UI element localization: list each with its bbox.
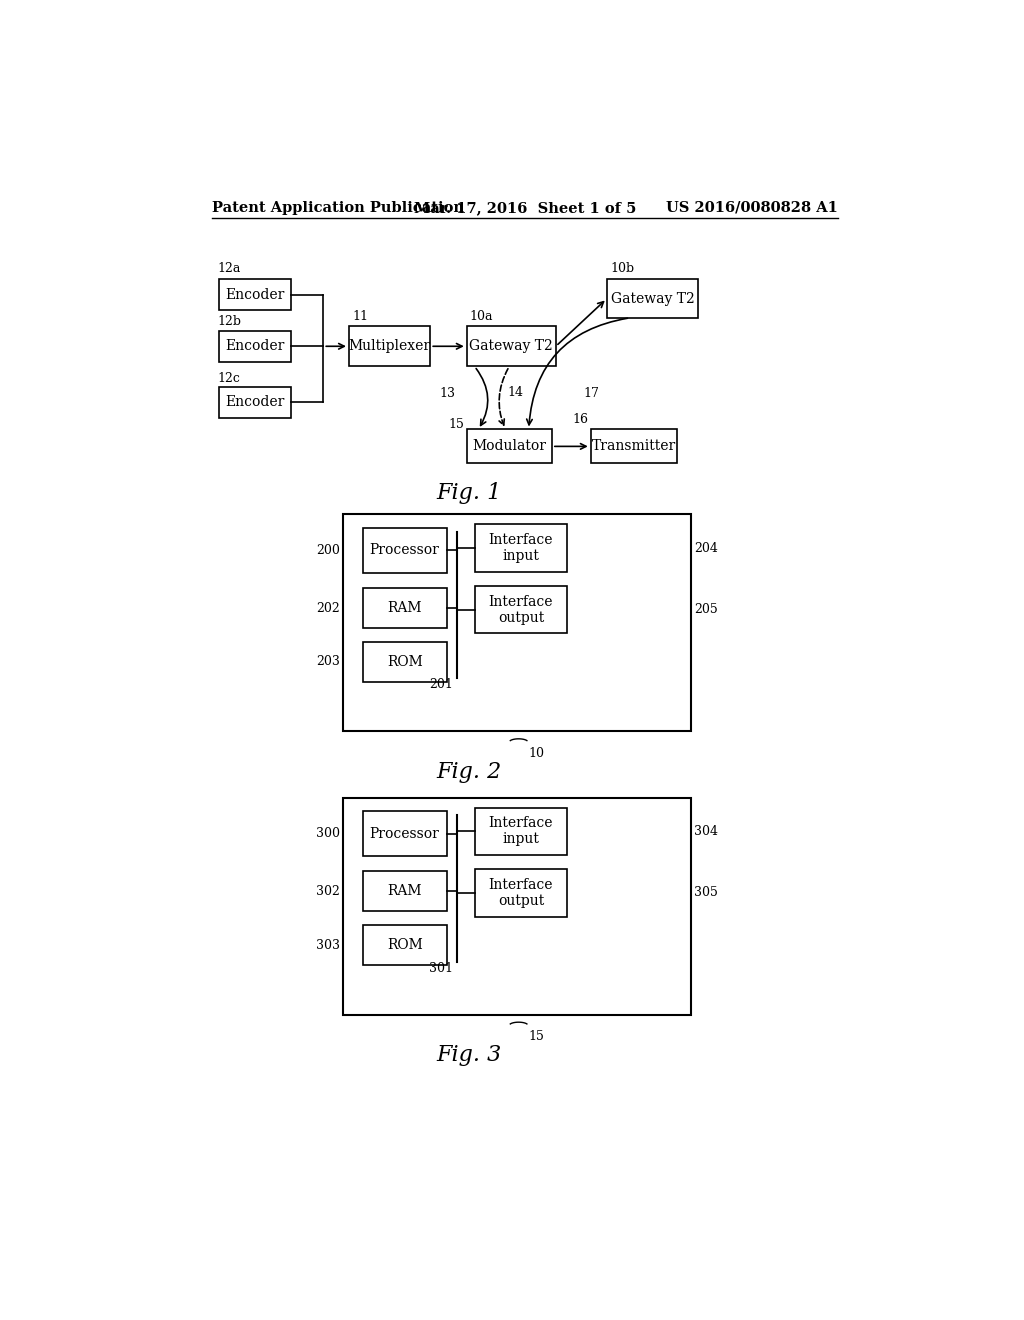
Text: 12a: 12a [218,263,242,276]
Text: 15: 15 [528,1030,545,1043]
Bar [343,515,690,731]
Bar [475,586,566,634]
Bar [362,871,446,911]
Text: 301: 301 [429,961,454,974]
Bar [219,280,291,310]
Bar [475,869,566,917]
Text: Fig. 2: Fig. 2 [436,760,502,783]
Text: Gateway T2: Gateway T2 [610,292,694,305]
Text: 200: 200 [316,544,340,557]
Text: 12c: 12c [218,372,241,384]
Text: 10b: 10b [611,263,635,276]
Text: Interface
output: Interface output [488,594,553,624]
Text: Gateway T2: Gateway T2 [469,339,553,354]
Text: 300: 300 [316,828,340,841]
Bar [475,808,566,855]
Bar [362,925,446,965]
Text: RAM: RAM [387,601,422,615]
Text: Transmitter: Transmitter [592,440,676,453]
Text: Encoder: Encoder [225,396,285,409]
Text: Processor: Processor [370,544,439,557]
Text: 17: 17 [584,387,600,400]
Text: 205: 205 [693,603,718,616]
Text: 13: 13 [439,387,456,400]
Text: 10a: 10a [469,310,493,323]
Text: 16: 16 [572,413,589,426]
Bar [343,797,690,1015]
Text: Interface
input: Interface input [488,816,553,846]
Text: 203: 203 [316,656,340,668]
Text: Modulator: Modulator [472,440,546,453]
Text: 305: 305 [693,887,718,899]
Text: Encoder: Encoder [225,339,285,354]
Text: 304: 304 [693,825,718,838]
Text: 204: 204 [693,541,718,554]
Bar [475,524,566,572]
Bar [362,528,446,573]
Text: RAM: RAM [387,884,422,899]
Text: Fig. 3: Fig. 3 [436,1044,502,1067]
Bar [219,387,291,418]
Text: Fig. 1: Fig. 1 [436,482,502,504]
Text: Multiplexer: Multiplexer [348,339,431,354]
Text: 15: 15 [449,418,464,430]
Text: ROM: ROM [387,939,423,952]
Text: Encoder: Encoder [225,288,285,302]
Bar [591,429,678,463]
Text: 202: 202 [316,602,340,615]
Bar [349,326,430,367]
Bar [219,331,291,362]
Bar [467,326,556,367]
Bar [362,589,446,628]
Text: ROM: ROM [387,655,423,669]
Text: Processor: Processor [370,826,439,841]
Text: Patent Application Publication: Patent Application Publication [212,201,464,215]
Text: 12b: 12b [218,315,242,329]
Text: Interface
output: Interface output [488,878,553,908]
Bar [362,642,446,682]
Text: US 2016/0080828 A1: US 2016/0080828 A1 [666,201,838,215]
Text: 10: 10 [528,747,545,760]
Text: 11: 11 [352,310,369,323]
Text: 201: 201 [430,678,454,692]
Text: Mar. 17, 2016  Sheet 1 of 5: Mar. 17, 2016 Sheet 1 of 5 [414,201,636,215]
Text: 14: 14 [507,385,523,399]
Text: 302: 302 [316,884,340,898]
Bar [362,812,446,857]
Text: 303: 303 [316,939,340,952]
Bar [607,280,698,318]
Text: Interface
input: Interface input [488,533,553,564]
Bar [467,429,552,463]
